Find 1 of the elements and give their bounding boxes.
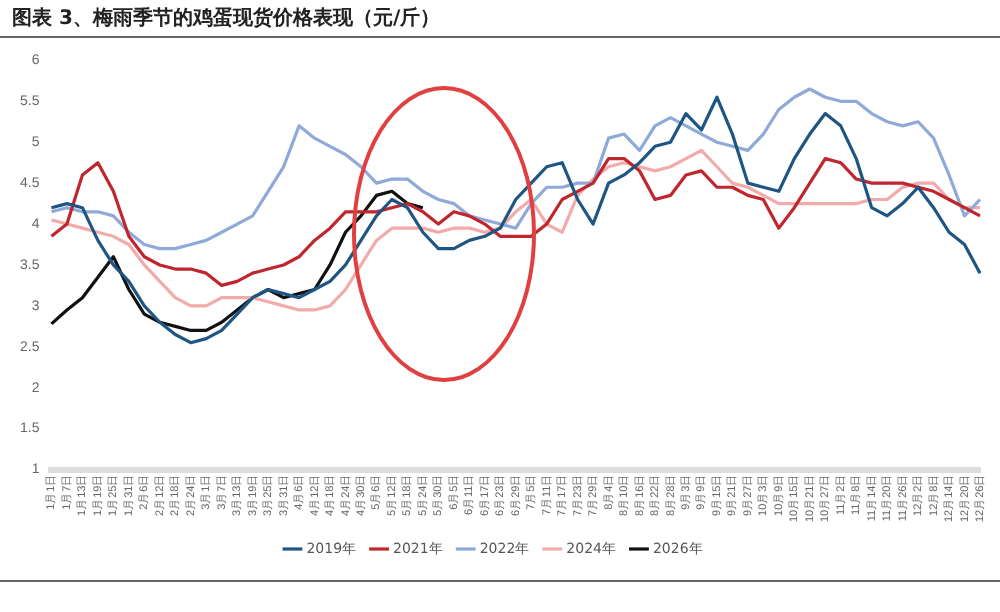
chart-title: 图表 3、梅雨季节的鸡蛋现货价格表现（元/斤）: [12, 5, 441, 32]
